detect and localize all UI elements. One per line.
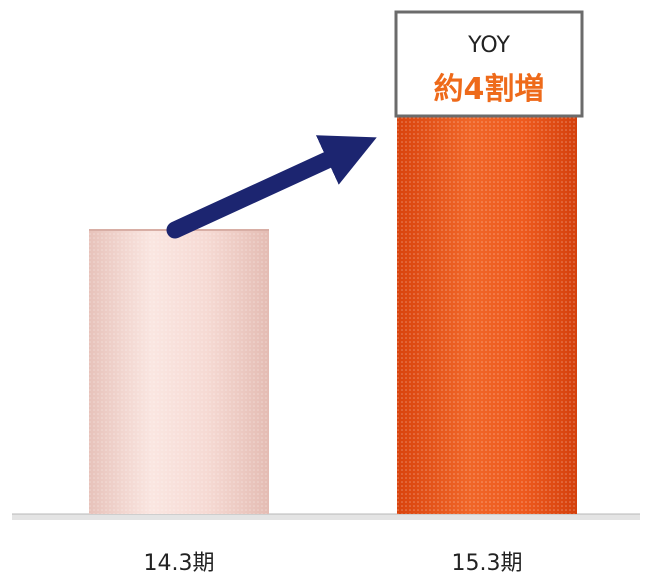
bar-15.3期 bbox=[397, 115, 577, 515]
callout-line1: YOY bbox=[467, 33, 510, 58]
growth-arrow bbox=[166, 135, 377, 239]
tick-labels-group: 14.3期 15.3期 bbox=[144, 551, 523, 576]
callout-line2: 約4割増 bbox=[434, 72, 545, 107]
bar-texture bbox=[89, 230, 269, 514]
yoy-callout: YOY 約4割増 bbox=[394, 10, 584, 118]
tick-label-14.3期: 14.3期 bbox=[144, 551, 215, 576]
baseline bbox=[12, 514, 640, 520]
bar-texture bbox=[397, 116, 577, 515]
tick-label-15.3期: 15.3期 bbox=[452, 551, 523, 576]
bar-14.3期 bbox=[89, 229, 269, 514]
callout-box bbox=[394, 10, 584, 118]
bars-group bbox=[89, 115, 577, 515]
